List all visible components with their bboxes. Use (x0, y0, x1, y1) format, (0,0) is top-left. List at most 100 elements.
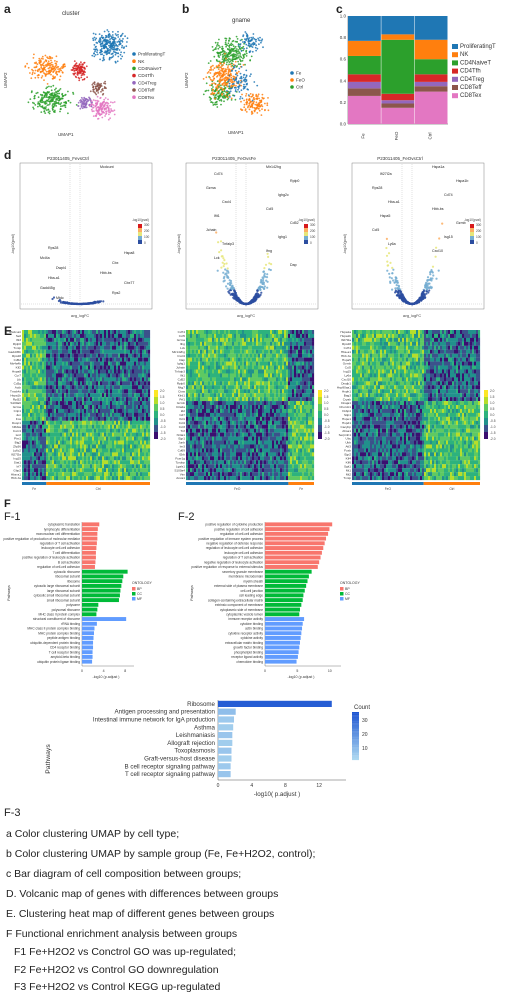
heatmap-gene-label: Fcer1g (175, 456, 185, 460)
heatmap-cells (352, 330, 481, 481)
colorbar-tick: 300 (144, 223, 150, 227)
go-legend-label: BP (137, 587, 142, 591)
volcano-plots: P23011405_FevsCtrlavg_logFC-log10(pval)M… (11, 156, 485, 318)
go-term-label: ubiquitin-dependent protein binding (30, 641, 80, 645)
colorbar-tick: 0 (144, 241, 146, 245)
heatmap-gene-label: Hspa1a (340, 330, 351, 334)
colorbar-segment (484, 411, 488, 418)
heatmap-gene-label: Vim (180, 472, 186, 476)
colorbar-segment (352, 720, 359, 722)
umap-cluster-plot: cluster UMAP1 UMAP2 ProliferatingT NK CD4N… (3, 11, 166, 137)
colorbar-segment (352, 755, 359, 757)
go-term-label: polysomal ribosome (52, 608, 81, 612)
go-bar (265, 583, 307, 588)
heatmap-gene-label: Hspa5 (342, 358, 351, 362)
heatmap-gene-label: Id2 (181, 409, 186, 413)
composition-legend: ProliferatingT NK CD4NaiveT CD4Tfh CD4Treg CD… (452, 44, 496, 99)
colorbar-segment (138, 232, 142, 236)
xtick-label: 8 (124, 669, 126, 673)
colorbar-tick: 1.5 (324, 395, 329, 399)
volcano-ylabel: -log10(pval) (11, 233, 15, 254)
colorbar-segment (352, 736, 359, 738)
colorbar-tick: 2.0 (324, 389, 329, 393)
heatmap-gene-label: Gzma (177, 338, 186, 342)
volcano-gene-label: Cxcl4 (222, 200, 231, 204)
go-bar (265, 560, 320, 565)
go-term-label: regulation of T cell activation (223, 556, 264, 560)
volcano-gene-labels: Mcdcunt Rps28 Hspa8 Mcl4a Cbx Dwpl4 Hbb-bs Hba-… (40, 165, 134, 300)
heatmap-cells (186, 330, 315, 481)
colorbar-tick: 300 (476, 223, 482, 227)
caption-e: E. Clustering heat map of different gene… (6, 908, 275, 920)
xtick-label: 4 (103, 669, 105, 673)
heatmap-gene-label: Isg15 (13, 456, 21, 460)
heatmap-gene-label: Tmsb4x (10, 389, 21, 393)
bar-segment (348, 40, 381, 56)
volcano-gene-label: Ccl5 (266, 207, 273, 211)
heatmap-gene-label: Hsph1 (342, 389, 351, 393)
colorbar-segment (352, 712, 359, 714)
go-term-label: cytosolic small ribosomal subunit (34, 594, 81, 598)
go-term-label: MHC class II protein complex (39, 612, 81, 616)
volcano-gene-label: Rps2 (112, 291, 120, 295)
kegg-term-label: Leishmaniasis (176, 732, 215, 739)
heatmap-gene-label: Ier2 (16, 433, 22, 437)
colorbar-segment (154, 397, 158, 404)
go-bar (82, 588, 121, 593)
go-bar (82, 617, 127, 621)
colorbar-segment (318, 432, 322, 439)
volcano-gene-label: Dap (290, 263, 297, 267)
caption-f3: F3 Fe+H2O2 vs Control KEGG up-regulated (14, 981, 221, 993)
volcano-points (51, 296, 105, 306)
go-bar (265, 612, 300, 617)
colorbar-segment (484, 390, 488, 397)
colorbar-segment (352, 724, 359, 727)
go-legend-swatch (340, 592, 344, 596)
go-term-label: positive regulation of response to exter… (191, 565, 263, 569)
heatmap-group-label: Ctrl (449, 487, 454, 491)
bar-segment (414, 81, 448, 87)
heatmap-gene-label: Bag3 (344, 393, 352, 397)
colorbar-segment (154, 418, 158, 425)
xtick-label: 0 (264, 669, 266, 673)
volcano-gene-label: Mtdc (56, 296, 64, 300)
go-term-label: polysome (66, 603, 80, 607)
kegg-bar (218, 763, 231, 770)
volcano-gene-label: Cbx (112, 261, 119, 265)
colorbar-segment (352, 723, 359, 725)
colorbar-tick: 200 (144, 229, 150, 233)
heatmap-group-label: FeO (234, 487, 241, 491)
colorbar-tick: 0.0 (324, 413, 329, 417)
go-ylabel: Pathways (7, 585, 11, 601)
go-term-label: cytokine receptor activity (228, 631, 263, 635)
heatmap-gene-label: Pim1 (14, 437, 21, 441)
heatmap-gene-label: Egr2 (344, 453, 351, 457)
go-bar (82, 579, 123, 584)
go-bar (265, 531, 329, 536)
heatmap-cells (22, 330, 151, 481)
volcano-gene-label: Gadd45g (40, 286, 55, 290)
volcano-gene-label: Hba-a1 (48, 276, 60, 280)
colorbar-tick: 2.0 (160, 389, 165, 393)
heatmap-gene-label: Hspa8 (12, 370, 21, 374)
kegg-bar (218, 771, 231, 778)
volcano-xlabel: avg_logFC (71, 314, 90, 318)
umap-cluster-cd8tex (89, 95, 116, 121)
colorbar-segment (138, 224, 142, 228)
volcano-gene-label: Lck (214, 256, 220, 260)
go-bar (265, 621, 303, 626)
volcano-gene-label: Cd74 (214, 172, 223, 176)
xtick-label: 10 (328, 669, 332, 673)
go-term-label: extrinsic component of membrane (215, 603, 263, 607)
colorbar-tick: 100 (144, 235, 150, 239)
volcano-gene-label: Ifi27l2a (380, 172, 392, 176)
go-term-label: cell leading edge (239, 594, 263, 598)
go-bar (265, 602, 302, 607)
colorbar-segment (484, 432, 488, 439)
heatmap-gene-label: Cd7 (179, 413, 185, 417)
colorbar-segment (352, 745, 359, 748)
heatmap-1: McdcuntSellIfit3Rplp0TxnipGadd45bRps28Cd… (8, 330, 166, 491)
go-bar-chart-2: positive regulation of cytokine producti… (190, 522, 360, 679)
heatmap-gene-label: Xcl1 (179, 417, 185, 421)
